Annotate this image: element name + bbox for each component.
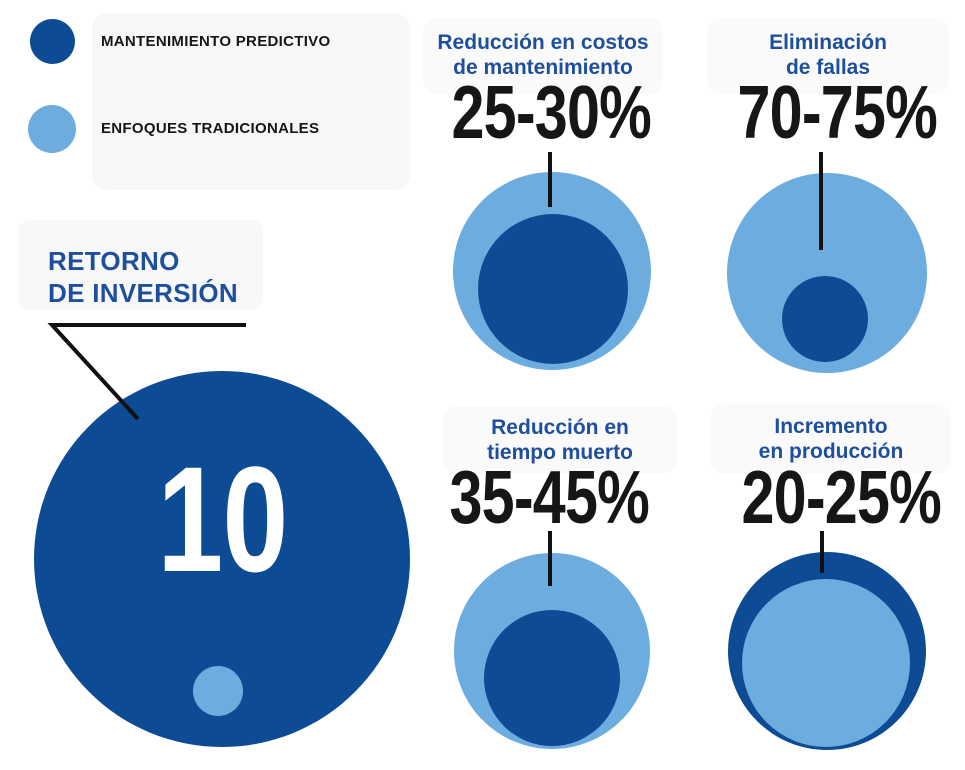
stat-fallas-title: Eliminación de fallas xyxy=(707,30,949,80)
stat-produccion-bubble-traditional xyxy=(742,579,910,747)
stat-produccion-title: Incremento en producción xyxy=(711,414,951,464)
roi-value: 10 xyxy=(34,444,410,594)
stat-tiempo-pointer-line xyxy=(548,531,552,586)
stat-produccion-pointer-line xyxy=(820,531,824,573)
stat-produccion-value-text: 20-25% xyxy=(741,455,942,539)
stat-fallas-pointer-line xyxy=(819,152,823,250)
stat-costos-bubble-predictive xyxy=(478,214,628,364)
stat-produccion-title-line2: en producción xyxy=(758,440,904,464)
roi-label: RETORNO DE INVERSIÓN xyxy=(48,246,238,309)
legend-panel xyxy=(92,13,410,190)
stat-tiempo-title-line1: Reducción en xyxy=(491,416,629,439)
stat-fallas-title-line2: de fallas xyxy=(785,56,871,80)
stat-costos-title: Reducción en costos de mantenimiento xyxy=(423,30,663,80)
roi-value-text: 10 xyxy=(156,435,288,603)
roi-bubble-traditional xyxy=(193,666,243,716)
legend-label-predictive: MANTENIMIENTO PREDICTIVO xyxy=(101,33,331,50)
stat-produccion-title-box: Incremento en producción xyxy=(711,404,951,474)
roi-label-box xyxy=(18,220,263,310)
stat-costos-value-text: 25-30% xyxy=(451,70,652,154)
stat-costos-title-line2: de mantenimiento xyxy=(453,56,633,80)
stat-tiempo-value-text: 35-45% xyxy=(449,455,650,539)
stat-tiempo-title-box: Reducción en tiempo muerto xyxy=(443,406,677,474)
stat-costos-title-line1: Reducción en costos xyxy=(437,31,649,54)
stat-fallas-value-text: 70-75% xyxy=(737,70,938,154)
stat-costos-value: 25-30% xyxy=(425,75,675,150)
roi-label-line1: RETORNO xyxy=(48,246,180,276)
legend-swatch-traditional-icon xyxy=(28,105,76,153)
roi-label-line2: DE INVERSIÓN xyxy=(48,277,238,308)
stat-fallas-bubble-predictive xyxy=(782,276,868,362)
stat-tiempo-title: Reducción en tiempo muerto xyxy=(443,415,677,465)
stat-tiempo-bubble-predictive xyxy=(484,610,620,746)
stat-costos-pointer-line xyxy=(548,152,552,207)
stat-produccion-value: 20-25% xyxy=(715,460,965,535)
stat-tiempo-title-line2: tiempo muerto xyxy=(487,441,633,465)
stat-fallas-title-line1: Eliminación xyxy=(769,31,887,54)
stat-fallas-value: 70-75% xyxy=(711,75,961,150)
stat-costos-title-box: Reducción en costos de mantenimiento xyxy=(423,18,663,94)
stat-fallas-title-box: Eliminación de fallas xyxy=(707,18,949,94)
legend-swatch-predictive-icon xyxy=(30,19,75,64)
legend-label-traditional: ENFOQUES TRADICIONALES xyxy=(101,120,320,137)
stat-produccion-title-line1: Incremento xyxy=(774,415,888,438)
stat-tiempo-value: 35-45% xyxy=(423,460,673,535)
